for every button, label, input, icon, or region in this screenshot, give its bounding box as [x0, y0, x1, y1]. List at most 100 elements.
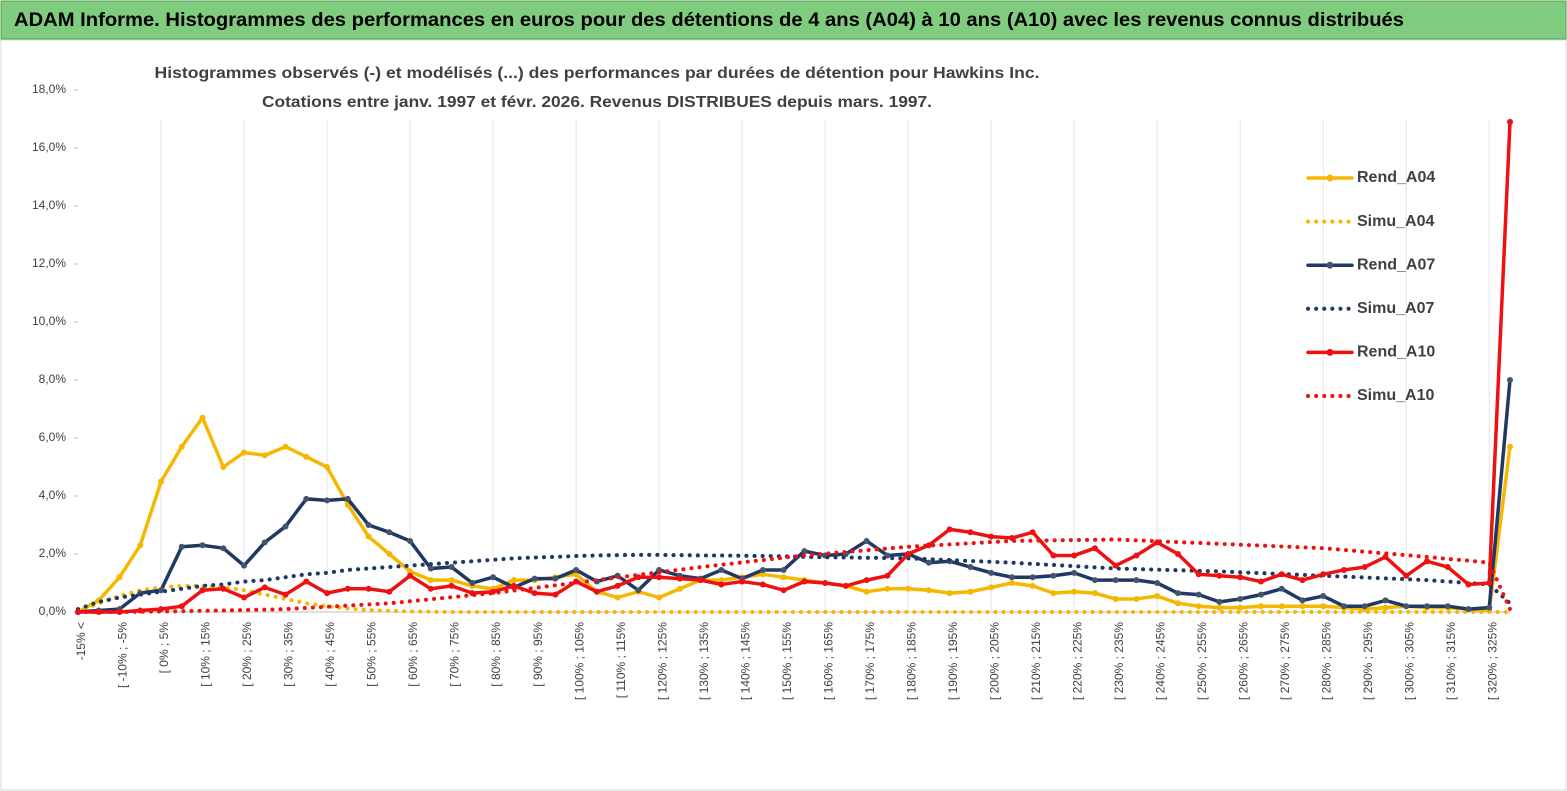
- point: [386, 551, 393, 557]
- point: [261, 452, 268, 459]
- point: [199, 414, 206, 421]
- point: [759, 566, 766, 573]
- x-tick-label: [ 300% ; 305%: [1402, 622, 1416, 700]
- point: [261, 584, 268, 591]
- point: [1257, 603, 1264, 610]
- y-tick-label: 16,0%: [32, 140, 66, 154]
- point: [178, 543, 185, 550]
- point: [261, 539, 268, 546]
- point: [427, 577, 434, 584]
- point: [490, 574, 497, 581]
- point: [1091, 545, 1098, 552]
- point: [780, 574, 787, 581]
- x-tick-label: [ -10% ; -5%: [116, 622, 130, 688]
- point: [1507, 377, 1513, 383]
- point: [241, 562, 248, 569]
- point: [1486, 580, 1493, 586]
- point: [407, 537, 414, 544]
- point: [967, 588, 974, 595]
- point: [718, 581, 725, 588]
- point: [365, 585, 372, 592]
- point: [1237, 595, 1244, 602]
- point: [1133, 595, 1140, 602]
- point: [552, 575, 559, 582]
- legend-marker: [1326, 261, 1334, 269]
- point: [1216, 598, 1223, 605]
- x-tick-label: [ 170% ; 175%: [863, 622, 877, 700]
- point: [1320, 593, 1327, 600]
- point: [1465, 606, 1472, 613]
- y-tick-label: 8,0%: [39, 372, 67, 386]
- point: [1174, 600, 1181, 607]
- point: [884, 585, 891, 592]
- point: [1195, 571, 1202, 578]
- point: [925, 559, 932, 566]
- point: [1403, 603, 1410, 610]
- point: [552, 591, 559, 598]
- chart-title: Histogrammes observés (-) et modélisés (…: [155, 65, 1040, 82]
- point: [1071, 588, 1078, 595]
- point: [573, 566, 580, 573]
- point: [988, 569, 995, 576]
- series-line: [76, 415, 1512, 614]
- point: [946, 590, 953, 597]
- point: [988, 533, 995, 540]
- point: [801, 578, 808, 585]
- point: [344, 585, 351, 592]
- x-tick-label: [ 80% ; 85%: [489, 622, 503, 687]
- point: [510, 577, 517, 584]
- point: [967, 529, 974, 536]
- chart-subtitle: Cotations entre janv. 1997 et févr. 2026…: [262, 94, 932, 111]
- x-tick-label: [ 100% ; 105%: [572, 622, 586, 700]
- point: [1008, 580, 1015, 586]
- point: [884, 552, 891, 559]
- x-tick-label: [ 130% ; 135%: [697, 622, 711, 700]
- point: [822, 580, 829, 586]
- x-tick-label: [ 50% ; 55%: [365, 622, 379, 687]
- point: [759, 581, 766, 588]
- y-tick-label: 6,0%: [39, 430, 67, 444]
- point: [925, 587, 932, 594]
- banner-bg: [0, 0, 1567, 40]
- point: [1299, 577, 1306, 584]
- point: [1507, 118, 1513, 125]
- point: [324, 497, 331, 504]
- x-tick-label: [ 210% ; 215%: [1029, 622, 1043, 700]
- point: [241, 449, 248, 456]
- y-tick-label: 14,0%: [32, 198, 66, 212]
- x-tick-label: [ 110% ; 115%: [614, 622, 628, 699]
- point: [967, 564, 974, 571]
- point: [427, 585, 434, 592]
- point: [614, 582, 621, 589]
- x-tick-label: [ 0% ; 5%: [157, 622, 171, 674]
- point: [1382, 604, 1389, 611]
- point: [697, 577, 704, 584]
- point: [1091, 577, 1098, 584]
- point: [884, 572, 891, 579]
- point: [801, 548, 808, 555]
- legend-label: Rend_A07: [1357, 256, 1435, 273]
- point: [531, 590, 538, 597]
- point: [1278, 571, 1285, 578]
- point: [510, 582, 517, 589]
- point: [1112, 562, 1119, 569]
- point: [1029, 582, 1036, 589]
- point: [365, 533, 372, 540]
- legend-marker: [1326, 348, 1334, 356]
- point: [593, 588, 600, 595]
- point: [178, 603, 185, 610]
- x-tick-label: [ 160% ; 165%: [821, 622, 835, 700]
- point: [1382, 597, 1389, 604]
- point: [1403, 572, 1410, 579]
- point: [1257, 591, 1264, 598]
- point: [407, 568, 414, 575]
- x-tick-label: [ 240% ; 245%: [1153, 622, 1167, 700]
- x-tick-label: [ 10% ; 15%: [199, 622, 213, 687]
- point: [1050, 590, 1057, 597]
- point: [1361, 564, 1368, 571]
- point: [1195, 603, 1202, 610]
- point: [303, 495, 310, 502]
- point: [386, 588, 393, 595]
- point: [1423, 558, 1430, 565]
